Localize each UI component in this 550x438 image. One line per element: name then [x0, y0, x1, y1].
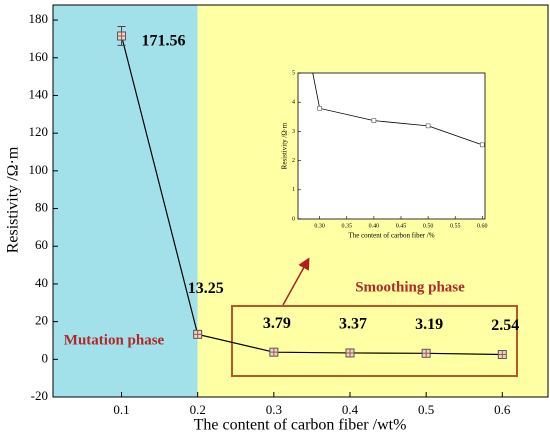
inset-x-tick-label: 0.35: [342, 223, 353, 229]
x-tick-label: 0.3: [266, 402, 282, 417]
data-label: 3.19: [415, 316, 443, 333]
annotation: Smoothing phase: [355, 279, 465, 295]
inset-marker: [425, 123, 431, 129]
y-tick-label: -20: [31, 388, 48, 403]
y-tick-label: 0: [42, 350, 49, 365]
y-axis-label: Resistivity /Ω·m: [5, 146, 22, 253]
inset-x-tick-label: 0.50: [423, 223, 434, 229]
inset-y-tick-label: 5: [292, 70, 295, 76]
y-tick-label: 180: [29, 11, 49, 26]
plot-frame: [52, 4, 549, 398]
inset-x-tick-label: 0.60: [477, 223, 488, 229]
inset-frame: [297, 72, 486, 220]
marker-cross: [498, 350, 507, 359]
inset-x-tick-label: 0.45: [396, 223, 407, 229]
inset-y-tick-label: 3: [292, 129, 295, 135]
inset-y-tick-label: 1: [292, 187, 295, 193]
y-tick-label: 60: [35, 237, 48, 252]
y-tick-label: 20: [35, 313, 48, 328]
data-label: 2.54: [491, 317, 519, 334]
inset-line: [312, 73, 483, 146]
data-label: 3.79: [263, 315, 291, 332]
x-tick-label: 0.4: [342, 402, 359, 417]
inset-x-tick-label: 0.55: [450, 223, 461, 229]
marker-cross: [346, 348, 354, 357]
annotation: Mutation phase: [64, 332, 165, 348]
marker-cross: [117, 31, 126, 40]
data-label: 13.25: [188, 280, 224, 297]
y-tick-label: 40: [35, 275, 48, 290]
x-tick-label: 0.2: [190, 402, 206, 417]
inset-x-tick-label: 0.30: [314, 223, 325, 229]
inset-marker: [479, 142, 485, 148]
arrow: [282, 257, 310, 306]
inset-marker: [371, 118, 377, 123]
inset-y-tick-label: 0: [292, 216, 295, 222]
y-tick-label: 100: [29, 162, 49, 177]
smoothing-box: [231, 305, 518, 377]
data-label: 3.37: [339, 316, 367, 333]
x-axis-label: The content of carbon fiber /wt%: [194, 417, 407, 434]
x-tick-label: 0.1: [113, 402, 129, 417]
inset-y-label: Resistivity /Ω·m: [281, 122, 289, 169]
marker-cross: [193, 330, 202, 339]
x-tick-label: 0.6: [494, 402, 511, 417]
inset-plot: [312, 73, 485, 148]
x-tick-label: 0.5: [418, 402, 434, 417]
phase-region: [53, 5, 198, 397]
data-line: [120, 35, 503, 356]
marker-cross: [422, 349, 431, 358]
inset-y-tick-label: 4: [292, 100, 295, 106]
y-tick-label: 80: [35, 200, 48, 215]
y-tick-label: 160: [29, 49, 49, 64]
inset-marker: [317, 106, 322, 111]
inset-x-label: The content of carbon fiber /%: [348, 232, 434, 240]
data-label: 171.56: [142, 33, 186, 50]
inset-y-tick-label: 2: [292, 158, 295, 164]
marker-cross: [269, 348, 278, 357]
inset-x-tick-label: 0.40: [369, 223, 380, 229]
y-tick-label: 140: [29, 86, 49, 101]
y-tick-label: 120: [29, 124, 49, 139]
